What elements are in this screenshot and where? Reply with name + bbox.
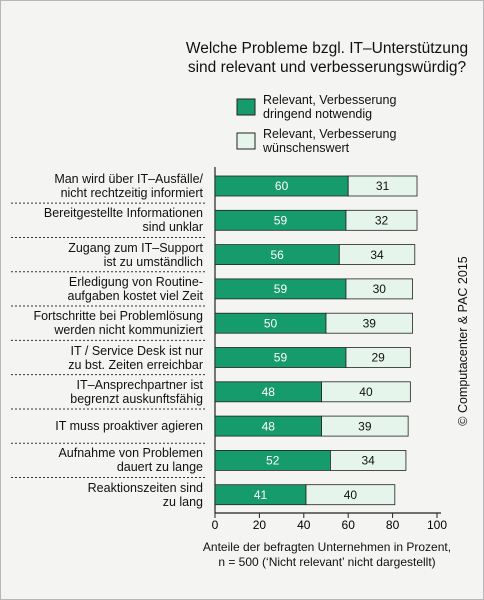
value-label: 60 — [275, 179, 289, 193]
value-label: 59 — [274, 351, 288, 365]
category-label: IT / Service Desk ist nur zu bst. Zeiten… — [68, 343, 203, 372]
x-tick-label: 80 — [386, 518, 400, 532]
value-label: 41 — [254, 488, 268, 502]
category-label: Man wird über IT–Ausfälle/ nicht rechtze… — [54, 172, 203, 200]
value-label: 39 — [358, 419, 372, 433]
bar — [338, 244, 416, 266]
value-label: 32 — [375, 213, 389, 227]
value-label: 39 — [363, 316, 377, 330]
legend-label: Relevant, Verbesserung wünschenswert — [263, 127, 397, 155]
bar — [345, 209, 418, 231]
value-label: 30 — [373, 282, 387, 296]
bar — [330, 449, 407, 471]
category-label: IT–Ansprechpartner ist begrenzt auskunft… — [70, 377, 203, 406]
legend-swatch — [236, 132, 256, 150]
bar — [347, 175, 418, 197]
bar — [345, 347, 411, 368]
source: © Computacenter & PAC 2015 — [456, 256, 470, 426]
value-label: 59 — [274, 213, 288, 227]
category-label: Reaktionszeiten sind zu lang — [87, 480, 203, 509]
value-label: 50 — [264, 316, 278, 330]
x-tick-label: 100 — [427, 518, 447, 532]
legend-swatch — [236, 98, 256, 116]
x-tick-label: 40 — [297, 518, 311, 532]
x-tick-label: 20 — [253, 518, 267, 532]
chart-title: Welche Probleme bzgl. IT–Unterstützung s… — [185, 40, 469, 76]
value-label: 40 — [359, 385, 373, 399]
x-tick-label: 0 — [212, 518, 219, 532]
category-label: Aufnahme von Problemen dauert zu lange — [58, 446, 203, 475]
category-label: Zugang zum IT–Support ist zu umständlich — [68, 240, 203, 269]
value-label: 48 — [262, 385, 276, 399]
category-label: Bereitgestellte Informationen sind unkla… — [43, 206, 203, 235]
value-label: 59 — [274, 282, 288, 296]
value-label: 48 — [262, 419, 276, 433]
value-label: 40 — [344, 488, 358, 502]
bar — [345, 278, 413, 300]
category-label: Erledigung von Routine- aufgaben kostet … — [67, 274, 204, 303]
value-label: 34 — [362, 454, 376, 468]
value-label: 31 — [376, 179, 390, 193]
value-label: 52 — [266, 454, 280, 468]
legend-label: Relevant, Verbesserung dringend notwendi… — [263, 93, 397, 121]
bar — [321, 381, 411, 403]
bar — [325, 312, 413, 334]
value-label: 29 — [371, 351, 385, 365]
bar — [305, 484, 396, 506]
value-label: 34 — [370, 248, 384, 262]
category-label: IT muss proaktiver agieren — [55, 419, 203, 434]
value-label: 56 — [270, 248, 284, 262]
x-tick-label: 60 — [342, 518, 356, 532]
category-label: Fortschritte bei Problemlösung werden ni… — [33, 309, 203, 338]
bar — [321, 415, 409, 437]
x-axis-label: Anteile der befragten Unternehmen in Pro… — [202, 540, 452, 569]
